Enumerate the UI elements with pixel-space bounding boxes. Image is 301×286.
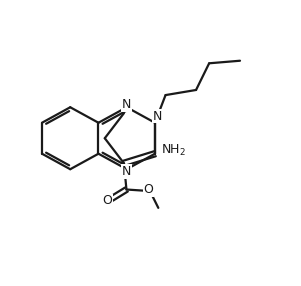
Text: O: O <box>143 183 153 196</box>
Text: N: N <box>122 98 132 111</box>
Text: O: O <box>102 194 112 207</box>
Text: NH$_2$: NH$_2$ <box>160 143 185 158</box>
Text: N: N <box>153 110 162 123</box>
Text: N: N <box>122 165 132 178</box>
